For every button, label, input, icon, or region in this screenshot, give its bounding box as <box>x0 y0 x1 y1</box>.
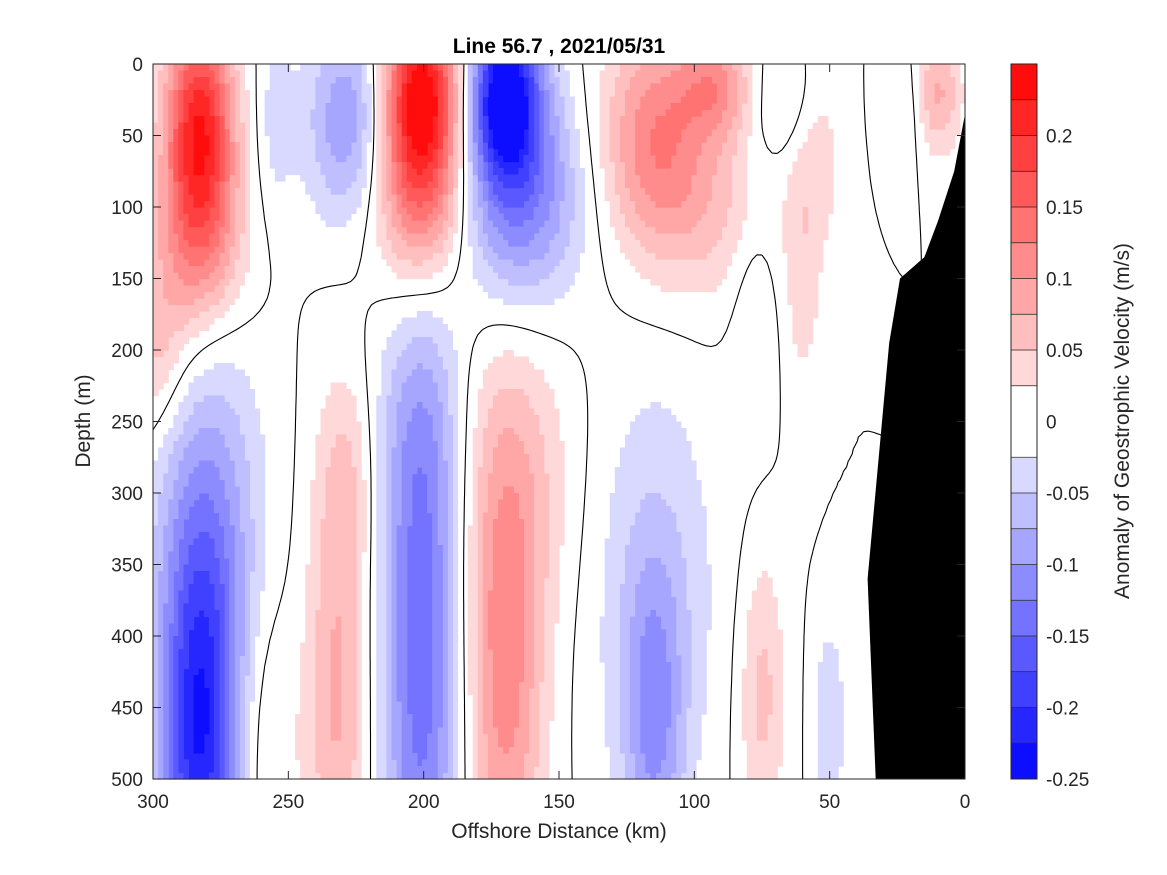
colorbar-band <box>1011 457 1037 494</box>
x-tick-label: 200 <box>408 792 440 813</box>
y-tick-label: 200 <box>111 341 143 362</box>
velocity-band-0.0625 <box>153 64 956 780</box>
colorbar-frame <box>1010 63 1038 780</box>
colorbar-tick-label: -0.2 <box>1046 699 1079 720</box>
colorbar-band <box>1011 278 1037 315</box>
velocity-band--0.0625 <box>153 64 692 780</box>
x-tick-label: 50 <box>819 792 840 813</box>
x-tick-label: 150 <box>543 792 575 813</box>
colorbar-band <box>1011 528 1037 565</box>
x-tick-label: 300 <box>137 792 169 813</box>
y-tick-label: 250 <box>111 413 143 434</box>
velocity-band--0.1875 <box>178 64 535 780</box>
x-axis-label: Offshore Distance (km) <box>451 820 667 843</box>
colorbar-band <box>1011 64 1037 101</box>
colorbar-band <box>1011 600 1037 637</box>
bathymetry-seafloor <box>867 114 965 780</box>
y-tick-label: 150 <box>111 270 143 291</box>
velocity-band-0.2375 <box>193 64 438 176</box>
colorbar: 0.2 0.15 0.1 0.05 0 -0.05 -0.1 -0.15 -0.2 -0.25 <box>1010 63 1089 791</box>
y-tick-label: 350 <box>111 556 143 577</box>
y-tick-label: 100 <box>111 198 143 219</box>
colorbar-band <box>1011 636 1037 673</box>
colorbar-band <box>1011 743 1037 780</box>
colorbar-tick-label: 0.15 <box>1046 198 1083 219</box>
colorbar-band <box>1011 671 1037 708</box>
colorbar-tick-label: 0 <box>1046 413 1057 434</box>
velocity-band-0.1875 <box>178 64 443 228</box>
x-tick-label: 100 <box>678 792 710 813</box>
colorbar-band <box>1011 314 1037 351</box>
colorbar-band <box>1011 242 1037 279</box>
colorbar-band <box>1011 135 1037 172</box>
velocity-band-0.1625 <box>173 64 448 247</box>
colorbar-band <box>1011 350 1037 387</box>
y-tick-label: 400 <box>111 627 143 648</box>
x-tick-label: 0 <box>960 792 971 813</box>
y-tick-label: 500 <box>111 770 143 791</box>
x-axis: 300 250 200 150 100 50 0 <box>137 64 970 813</box>
zero-contour-lines <box>153 64 965 779</box>
y-tick-label: 300 <box>111 484 143 505</box>
velocity-band--0.1125 <box>163 64 672 780</box>
plot-area <box>153 64 966 780</box>
y-tick-label: 50 <box>122 127 143 148</box>
colorbar-tick-label: -0.25 <box>1046 770 1089 791</box>
colorbar-tick-label: 0.2 <box>1046 127 1072 148</box>
colorbar-band <box>1011 99 1037 136</box>
y-tick-label: 0 <box>132 55 143 76</box>
y-tick-label: 450 <box>111 699 143 720</box>
x-tick-label: 250 <box>272 792 304 813</box>
colorbar-tick-label: -0.15 <box>1046 627 1089 648</box>
colorbar-tick-label: -0.1 <box>1046 556 1079 577</box>
colorbar-tick-label: 0.1 <box>1046 270 1072 291</box>
colorbar-label: Anomaly of Geostrophic Velocity (m/s) <box>1111 243 1134 599</box>
y-axis-label: Depth (m) <box>72 374 95 467</box>
colorbar-band <box>1011 207 1037 244</box>
chart-title: Line 56.7 , 2021/05/31 <box>453 35 666 58</box>
colorbar-band <box>1011 171 1037 208</box>
velocity-band--0.2375 <box>193 64 530 754</box>
colorbar-band <box>1011 707 1037 744</box>
colorbar-tick-label: 0.05 <box>1046 341 1083 362</box>
colorbar-band <box>1011 493 1037 530</box>
y-axis: 0 50 100 150 200 250 300 350 400 450 500 <box>111 55 965 791</box>
colorbar-band <box>1011 385 1037 458</box>
colorbar-band <box>1011 564 1037 601</box>
zero-contour <box>153 64 965 779</box>
colorbar-tick-label: -0.05 <box>1046 484 1089 505</box>
